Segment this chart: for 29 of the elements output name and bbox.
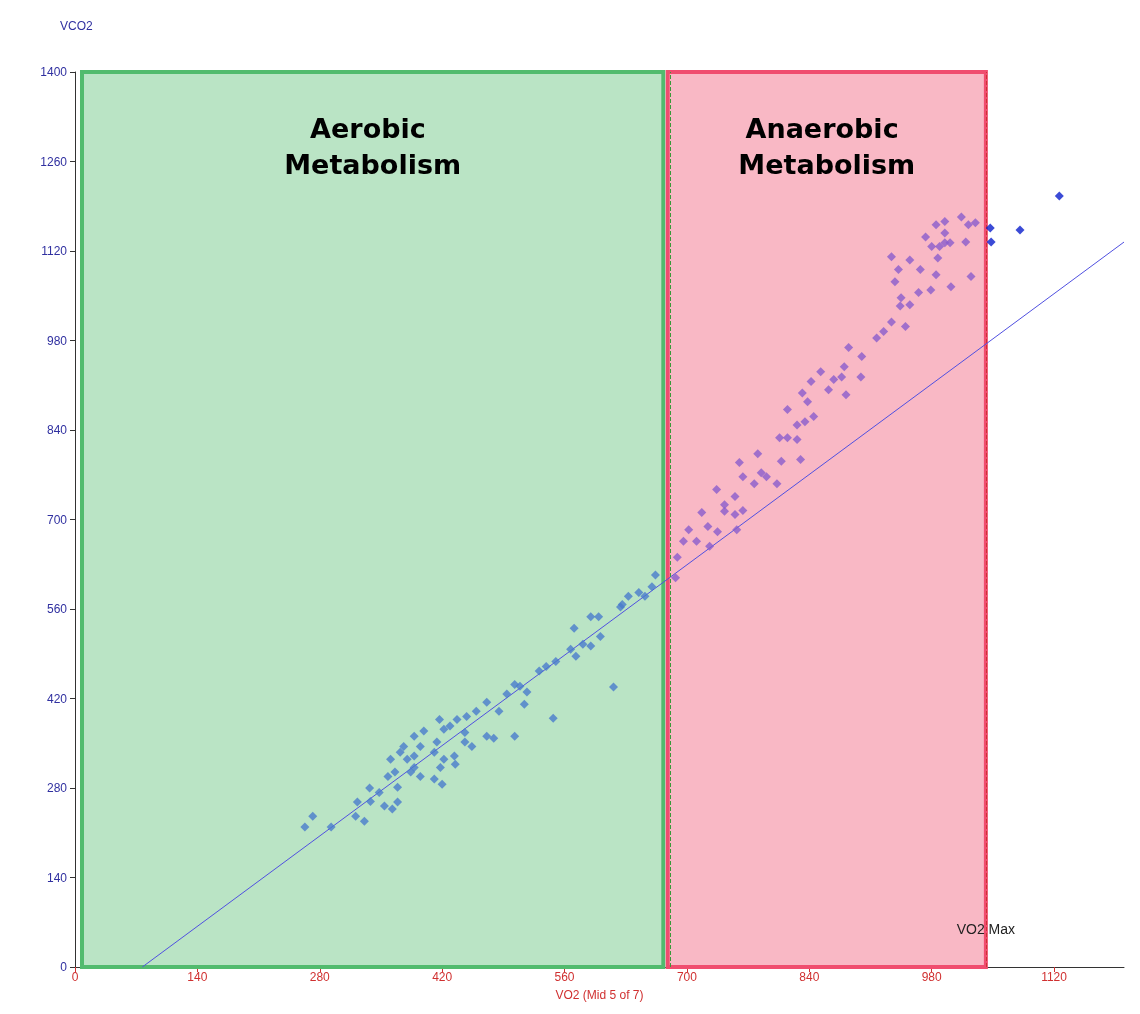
x-tick-label: 1120 <box>1041 970 1068 984</box>
band-label: Aerobic Metabolism <box>284 112 462 180</box>
y-tick-label: 560 <box>46 602 68 616</box>
point <box>1015 225 1025 235</box>
y-tick-label: 420 <box>46 691 68 706</box>
band-label: Anaerobic Metabolism <box>738 112 916 180</box>
y-tick-label: 980 <box>46 333 68 348</box>
y-tick-label: 0 <box>60 960 68 974</box>
y-tick-label: 700 <box>46 512 68 527</box>
annotation: VO2 Max <box>956 920 1016 937</box>
x-tick-label: 420 <box>432 970 453 984</box>
x-tick-label: 560 <box>554 970 575 984</box>
x-tick-label: 280 <box>309 970 331 984</box>
y-tick-label: 280 <box>46 781 68 795</box>
y-tick-label: 140 <box>46 870 68 885</box>
y-tick-label: 1400 <box>40 65 68 79</box>
x-tick-label: 140 <box>187 970 208 984</box>
point <box>1054 191 1064 201</box>
x-tick-label: 980 <box>921 970 943 984</box>
point <box>985 223 995 233</box>
y-tick-label: 1260 <box>40 154 68 169</box>
x-tick-label: 840 <box>799 970 820 984</box>
y-axis-title: VCO2 <box>60 19 93 33</box>
x-tick-label: 700 <box>676 970 698 984</box>
x-tick-label: 0 <box>71 970 79 984</box>
y-tick-label: 840 <box>46 423 68 437</box>
x-axis-title: VO2 (Mid 5 of 7) <box>555 988 644 1002</box>
y-tick-label: 1120 <box>41 244 68 258</box>
point <box>986 237 996 247</box>
